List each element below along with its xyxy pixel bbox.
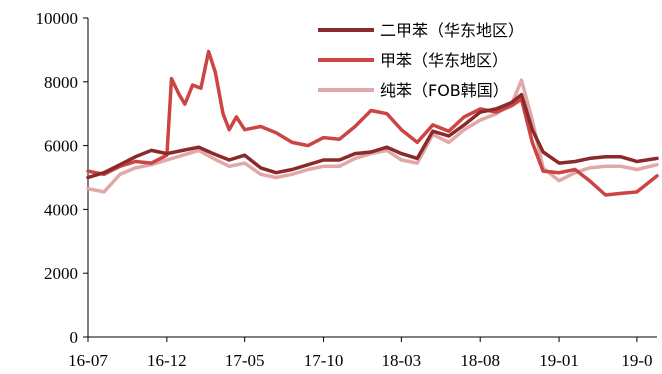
legend-label-2: 甲苯（华东地区） (380, 51, 508, 70)
series-line-1 (86, 92, 659, 180)
series-line-3 (86, 78, 659, 194)
y-tick-label: 0 (70, 328, 79, 347)
y-tick-label: 2000 (44, 264, 78, 283)
chart-legend: 二甲苯（华东地区） 甲苯（华东地区） 纯苯（FOB韩国） (318, 21, 524, 100)
x-tick-label: 17-10 (304, 351, 344, 370)
x-tick-label: 18-08 (460, 351, 500, 370)
y-tick-label: 8000 (44, 73, 78, 92)
x-tick-label: 19-01 (539, 351, 579, 370)
legend-label-1: 二甲苯（华东地区） (380, 21, 524, 40)
y-tick-label: 6000 (44, 137, 78, 156)
x-tick-label: 18-03 (382, 351, 422, 370)
series-line-2 (86, 49, 659, 197)
x-tick-label: 16-12 (147, 351, 187, 370)
x-tick-label: 16-07 (68, 351, 108, 370)
x-tick-label: 17-05 (225, 351, 265, 370)
x-tick-label: 19-0 (621, 351, 652, 370)
chart-axes: 0 2000 4000 6000 8000 10000 16-07 16-12 17-05 17-… (36, 9, 657, 370)
y-tick-label: 4000 (44, 200, 78, 219)
chart-series (86, 49, 659, 197)
y-tick-label: 10000 (36, 9, 79, 28)
legend-label-3: 纯苯（FOB韩国） (380, 81, 509, 100)
